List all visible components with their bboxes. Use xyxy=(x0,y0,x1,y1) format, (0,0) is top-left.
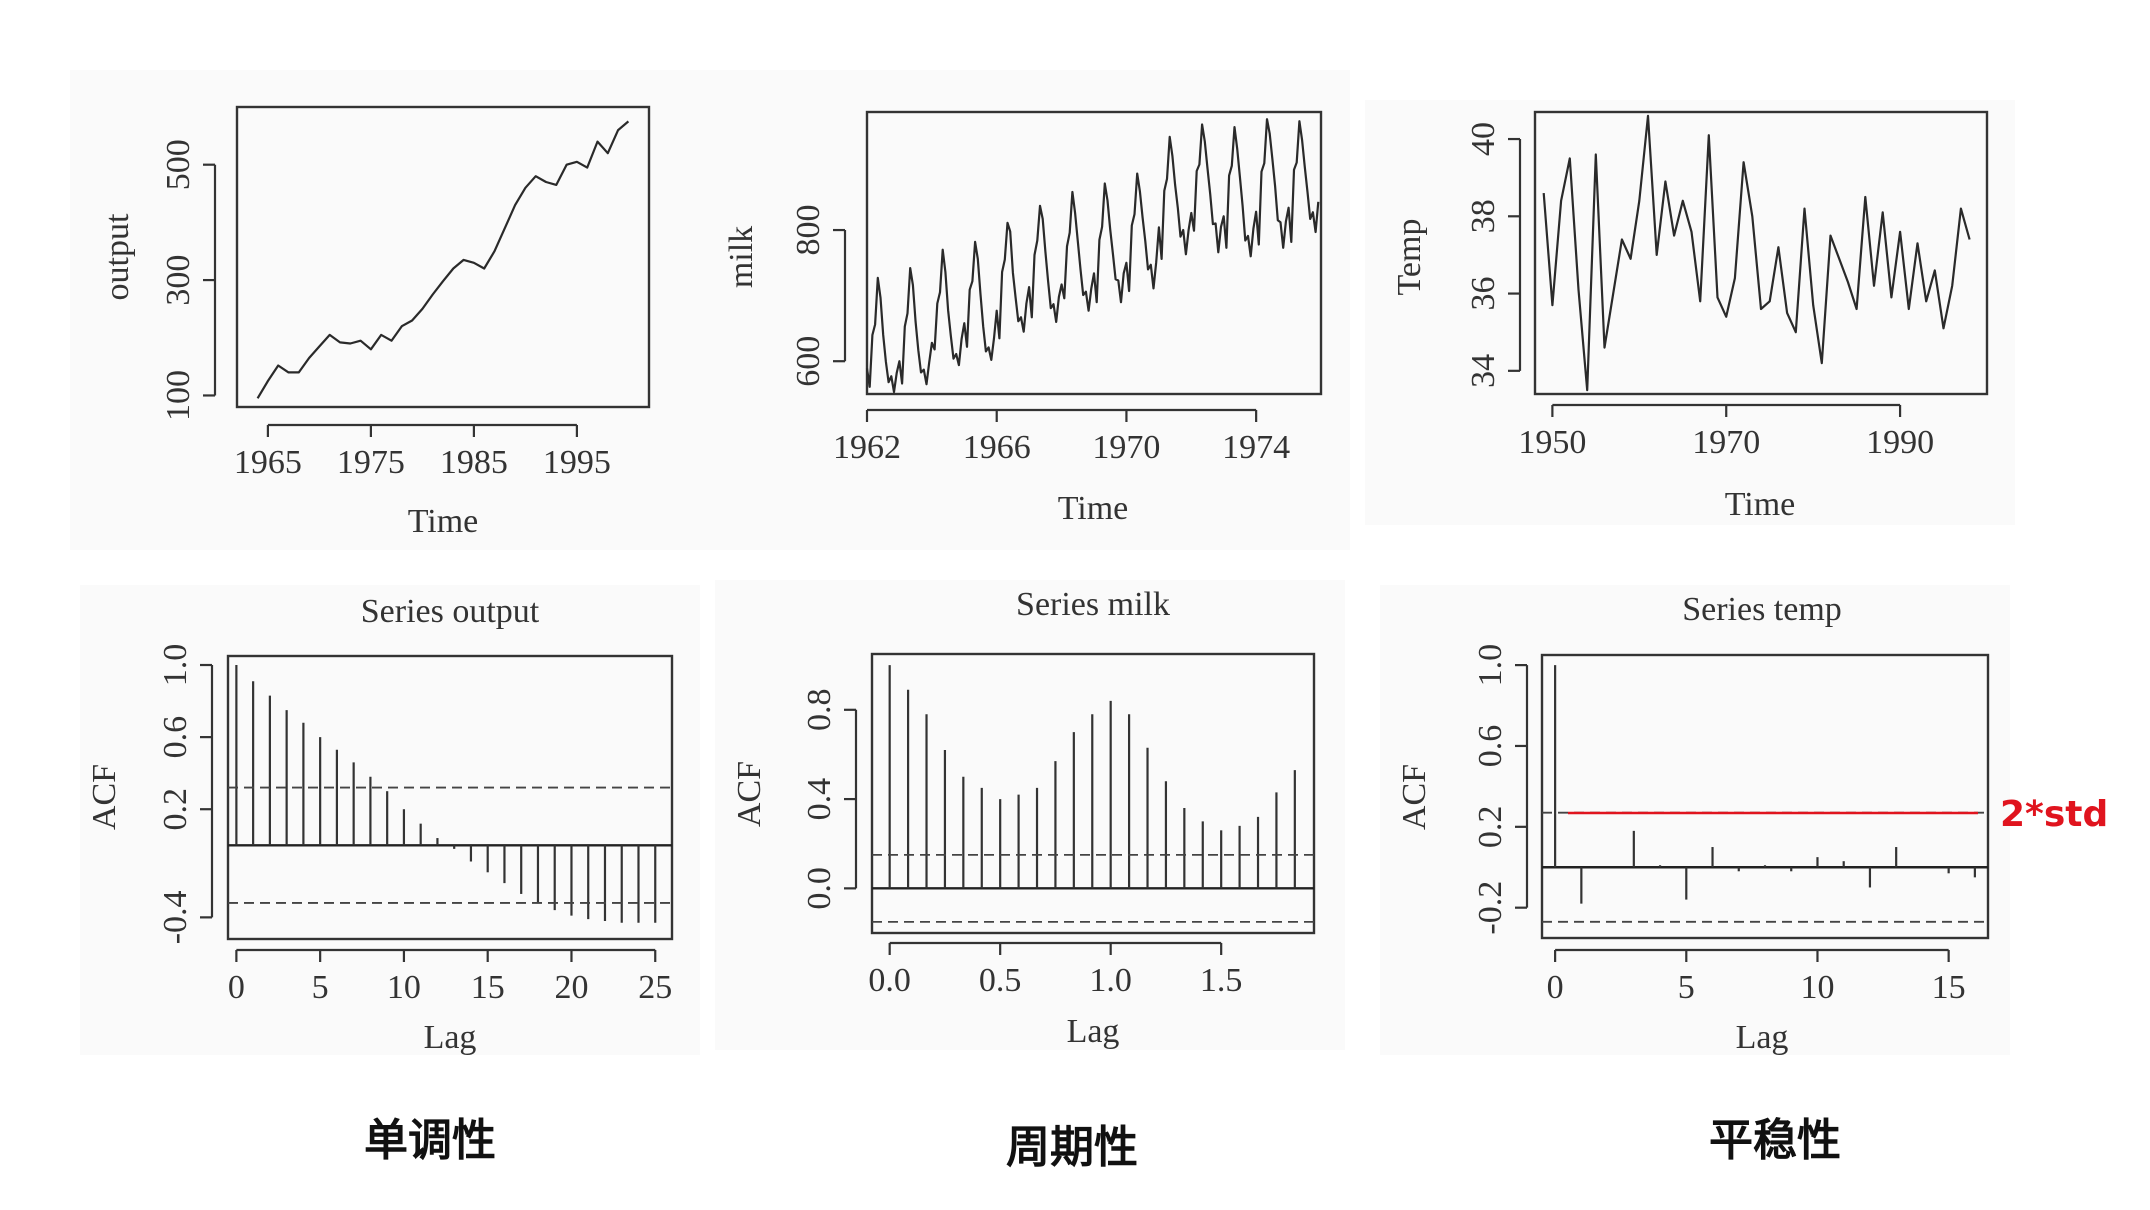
y-axis-label: ACF xyxy=(86,764,123,830)
x-tick-label: 1.5 xyxy=(1200,962,1243,999)
chart-title: Series temp xyxy=(1682,591,1842,628)
y-tick-label: 0.2 xyxy=(1472,806,1509,849)
y-tick-label: 0.8 xyxy=(801,689,838,732)
x-axis-label: Time xyxy=(408,503,479,540)
y-tick-label: 600 xyxy=(790,336,827,387)
panel-acf-temp: Series temp 0 5 10 15 -0.2 0.2 0.6 1.0 Lag ACF… xyxy=(1380,585,2108,1056)
y-tick-label: 38 xyxy=(1465,199,1502,233)
panel-background xyxy=(1365,100,2015,525)
x-axis: 1965 1975 1985 1995 xyxy=(234,423,611,481)
x-tick-label: 5 xyxy=(312,969,329,1006)
panel-background xyxy=(715,580,1345,1050)
x-tick-label: 0.5 xyxy=(979,962,1022,999)
y-axis: 600 800 xyxy=(790,205,847,387)
y-tick-label: 1.0 xyxy=(1472,644,1509,687)
panel-acf-milk: Series milk 0.0 0.5 1.0 1.5 0.0 0.4 0.8 Lag A… xyxy=(715,580,1345,1050)
y-tick-label: 0.4 xyxy=(801,778,838,821)
x-axis: 1950 1970 1990 xyxy=(1518,403,1934,461)
panel-temp-timeseries: 1950 1970 1990 34 36 38 40 Time Temp xyxy=(1365,100,2015,525)
y-axis-label: Temp xyxy=(1391,219,1428,296)
y-axis: -0.2 0.2 0.6 1.0 xyxy=(1472,644,1529,935)
plot-frame xyxy=(865,110,1323,396)
y-axis-label: milk xyxy=(723,226,760,288)
x-axis: 0.0 0.5 1.0 1.5 xyxy=(868,941,1243,999)
plot-frame xyxy=(870,652,1316,935)
y-axis-label: ACF xyxy=(731,761,768,827)
x-tick-label: 10 xyxy=(387,969,421,1006)
x-tick-label: 1995 xyxy=(543,444,611,481)
x-tick-label: 1.0 xyxy=(1089,962,1132,999)
x-tick-label: 10 xyxy=(1800,969,1834,1006)
y-tick-label: 0.0 xyxy=(801,867,838,910)
y-axis: 100 300 500 xyxy=(160,139,217,421)
x-tick-label: 1970 xyxy=(1692,424,1760,461)
temp-line xyxy=(1542,114,1971,392)
y-tick-label: 0.6 xyxy=(157,716,194,759)
panel-milk-timeseries: 1962 1966 1970 1974 600 800 Time milk xyxy=(700,70,1350,550)
x-axis-label: Time xyxy=(1058,490,1129,527)
y-tick-label: 36 xyxy=(1465,277,1502,311)
milk-line xyxy=(865,118,1320,394)
acf-bars xyxy=(872,665,1314,923)
y-tick-label: 500 xyxy=(160,139,197,190)
x-axis-label: Lag xyxy=(1736,1019,1789,1056)
x-tick-label: 0 xyxy=(228,969,245,1006)
x-tick-label: 1985 xyxy=(440,444,508,481)
x-axis-label: Lag xyxy=(424,1019,477,1056)
caption-stationary: 平稳性 xyxy=(1709,1115,1841,1166)
y-axis: 0.0 0.4 0.8 xyxy=(801,689,858,910)
x-axis-label: Time xyxy=(1725,486,1796,523)
y-tick-label: -0.4 xyxy=(157,890,194,944)
y-tick-label: 0.6 xyxy=(1472,725,1509,768)
y-tick-label: 0.2 xyxy=(157,788,194,831)
panel-background xyxy=(70,70,720,550)
x-axis: 0 5 10 15 20 25 xyxy=(228,948,672,1006)
plot-frame xyxy=(1540,653,1990,940)
x-tick-label: 5 xyxy=(1678,969,1695,1006)
two-std-annotation: 2*std xyxy=(2000,794,2108,835)
x-axis-label: Lag xyxy=(1067,1013,1120,1050)
caption-periodic: 周期性 xyxy=(1006,1122,1138,1173)
chart-title: Series output xyxy=(361,593,540,630)
y-tick-label: 40 xyxy=(1465,122,1502,156)
x-tick-label: 1962 xyxy=(833,429,901,466)
x-tick-label: 15 xyxy=(471,969,505,1006)
y-tick-label: 300 xyxy=(160,255,197,306)
chart-title: Series milk xyxy=(1016,586,1170,623)
x-tick-label: 0.0 xyxy=(868,962,911,999)
y-tick-label: 100 xyxy=(160,370,197,421)
panel-output-timeseries: 1965 1975 1985 1995 100 300 500 Time output xyxy=(70,70,720,550)
x-tick-label: 1966 xyxy=(963,429,1031,466)
plot-frame xyxy=(1533,110,1989,396)
y-axis: 34 36 38 40 xyxy=(1465,122,1522,388)
x-tick-label: 1974 xyxy=(1222,429,1290,466)
panel-acf-output: Series output 0 5 10 15 20 25 -0.4 0.2 0.6 1.0 L… xyxy=(80,585,700,1056)
x-tick-label: 1970 xyxy=(1092,429,1160,466)
acf-bars xyxy=(228,665,672,923)
plot-frame xyxy=(235,105,651,409)
x-tick-label: 1965 xyxy=(234,444,302,481)
output-line xyxy=(256,120,630,399)
y-tick-label: -0.2 xyxy=(1472,881,1509,935)
x-axis: 1962 1966 1970 1974 xyxy=(833,408,1290,466)
y-axis: -0.4 0.2 0.6 1.0 xyxy=(157,644,214,944)
x-tick-label: 1950 xyxy=(1518,424,1586,461)
x-tick-label: 25 xyxy=(638,969,672,1006)
panel-background xyxy=(1380,585,2010,1055)
x-tick-label: 1990 xyxy=(1866,424,1934,461)
y-axis-label: ACF xyxy=(1396,764,1433,830)
y-tick-label: 800 xyxy=(790,205,827,256)
x-axis: 0 5 10 15 xyxy=(1547,948,1966,1006)
panel-background xyxy=(80,585,700,1055)
plot-frame xyxy=(226,654,674,941)
x-tick-label: 20 xyxy=(554,969,588,1006)
x-tick-label: 15 xyxy=(1932,969,1966,1006)
y-tick-label: 34 xyxy=(1465,354,1502,388)
caption-monotonic: 单调性 xyxy=(364,1115,496,1166)
x-tick-label: 0 xyxy=(1547,969,1564,1006)
y-tick-label: 1.0 xyxy=(157,644,194,687)
y-axis-label: output xyxy=(99,213,136,300)
x-tick-label: 1975 xyxy=(337,444,405,481)
